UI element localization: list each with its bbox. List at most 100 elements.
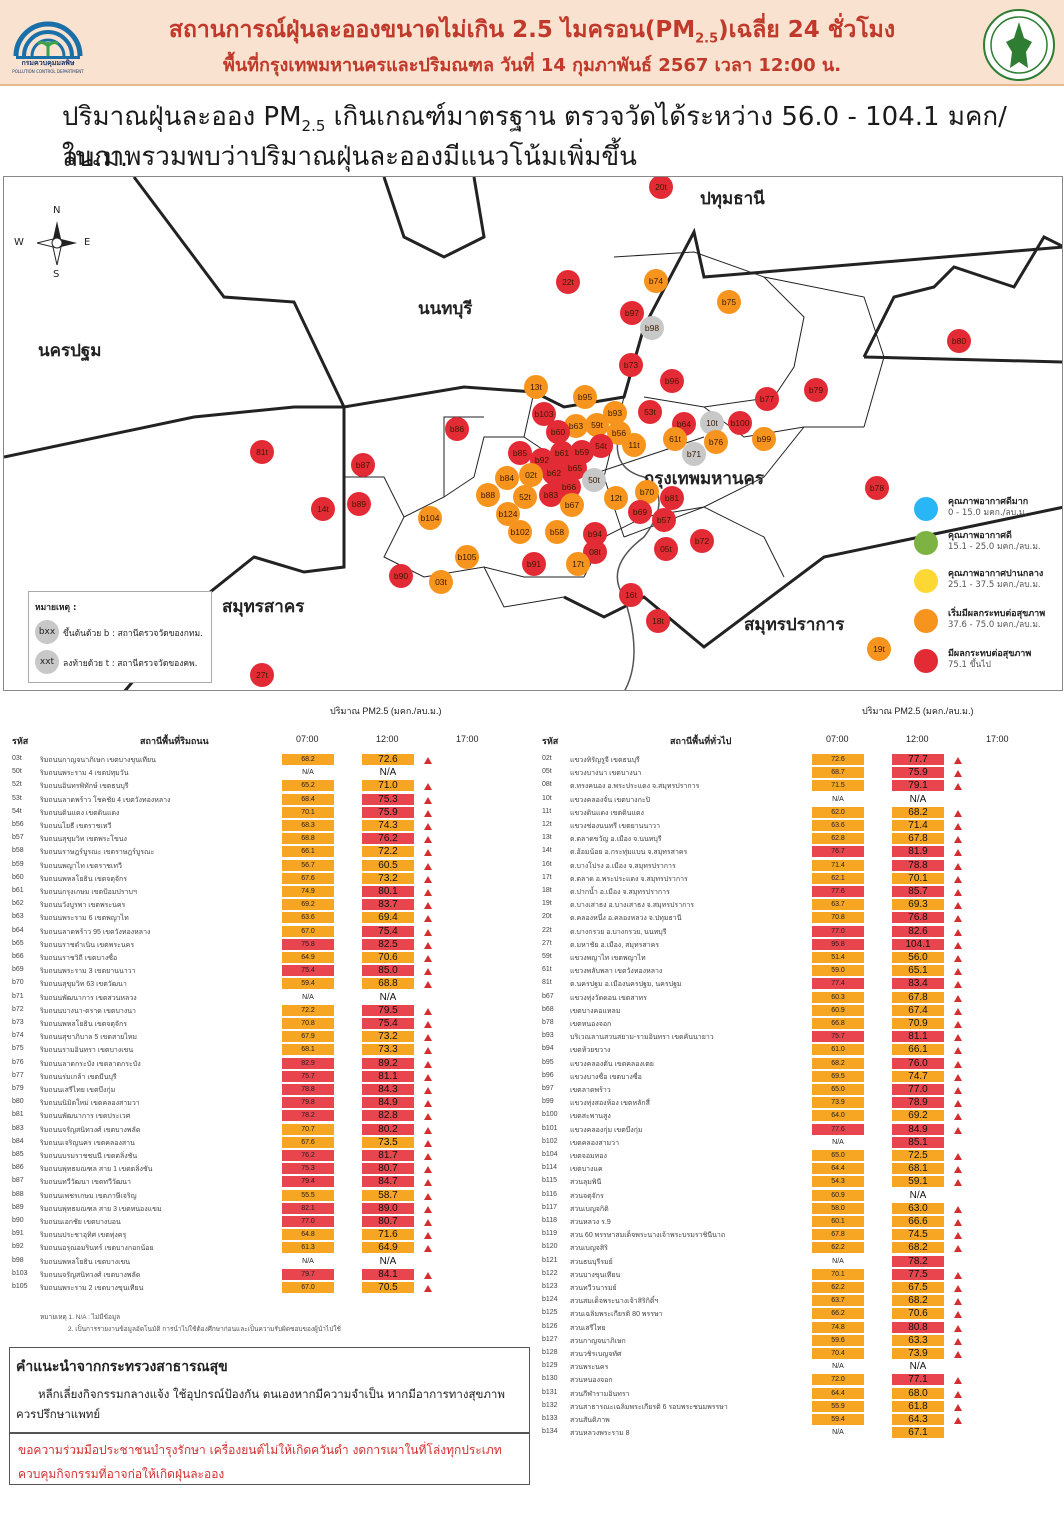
- trend-up-icon: [424, 1219, 432, 1226]
- value-1200: 81.1: [362, 1070, 414, 1082]
- summary-line-2: ในภาพรวมพบว่าปริมาณฝุ่นละอองมีแนวโน้มเพิ…: [62, 142, 637, 172]
- table-row: b72 ริมถนนบางนา-ตราด เขตบางนา 72.2 79.5: [10, 1004, 470, 1017]
- station-code: b92: [12, 1243, 24, 1251]
- table-row: b100 เขตสะพานสูง 64.0 69.2: [540, 1110, 1000, 1122]
- trend-up-icon: [424, 1126, 432, 1134]
- station-name: ริมถนนจรัญสนิทวงศ์ เขตบางพลัด: [40, 1126, 141, 1134]
- trend-up-icon: [954, 862, 962, 870]
- table-row: b96 แขวงบางซื่อ เขตบางซื่อ 69.5 74.7: [540, 1070, 1000, 1083]
- value-1200: 56.0: [892, 952, 944, 963]
- trend-up-icon: [954, 849, 962, 857]
- station-name: ริมถนนพัฒนาการ เขตสวนหลวง: [40, 994, 137, 1002]
- station-marker: b95: [573, 385, 597, 409]
- station-code: b77: [12, 1071, 24, 1079]
- station-code: b86: [12, 1164, 24, 1172]
- province-label: สมุทรปราการ: [744, 615, 845, 635]
- station-code: b93: [542, 1032, 554, 1040]
- station-code: b66: [12, 953, 24, 960]
- value-1200: 104.1: [892, 938, 944, 950]
- table-row: b67 แขวงทุ่งวัดดอน เขตสาทร 60.3 67.8: [540, 991, 1000, 1004]
- units-label: ปริมาณ PM2.5 (มคก./ลบ.ม.): [330, 706, 442, 716]
- value-1200: 74.3: [362, 820, 414, 831]
- value-1200: 66.1: [892, 1044, 944, 1056]
- value-0700: 70.8: [812, 912, 864, 924]
- table-row: b65 ริมถนนราชดำเนิน เขตพระนคร 75.8 82.5: [10, 938, 470, 951]
- table-row: b74 ริมถนนสุขาภิบาล 5 เขตสายไหม 67.9 73.2: [10, 1031, 470, 1043]
- value-0700: 65.2: [282, 780, 334, 792]
- value-1200: 85.1: [892, 1136, 944, 1148]
- trend-up-icon: [424, 1192, 432, 1200]
- trend-up-icon: [954, 1126, 962, 1134]
- value-1200: 68.2: [892, 1242, 944, 1254]
- station-marker: b100: [728, 411, 752, 435]
- note-bxx-text: ขึ้นต้นด้วย b : สถานีตรวจวัดของกทม.: [63, 629, 203, 639]
- value-1200: 74.5: [892, 1229, 944, 1241]
- value-1200: 72.2: [362, 846, 414, 858]
- value-1200: 82.5: [362, 938, 414, 950]
- health-advice-box: คำแนะนำจากกระทรวงสาธารณสุข หลีกเลี่ยงกิจ…: [9, 1347, 530, 1433]
- trend-up-icon: [954, 1179, 962, 1187]
- station-code: b59: [12, 860, 24, 868]
- value-0700: 66.8: [812, 1018, 864, 1029]
- value-0700: 64.8: [282, 1229, 334, 1241]
- value-1200: 58.7: [362, 1189, 414, 1201]
- station-name: ต.คลองหนึ่ง อ.คลองหลวง จ.ปทุมธานี: [570, 915, 682, 923]
- value-0700: 78.2: [282, 1110, 334, 1122]
- value-1200: 78.9: [892, 1097, 944, 1109]
- station-code: b115: [542, 1177, 558, 1185]
- province-label: ปทุมธานี: [700, 189, 765, 209]
- table-row: b97 เขตลาดพร้าว 65.0 77.0: [540, 1084, 1000, 1096]
- value-0700: 75.7: [282, 1070, 334, 1082]
- trend-up-icon: [424, 1007, 432, 1015]
- station-name: ริมถนนพหลโยธิน เขตจตุจักร: [40, 875, 128, 883]
- station-code: b87: [12, 1177, 24, 1185]
- station-marker: 53t: [638, 400, 662, 424]
- table-row: b75 ริมถนนรามอินทรา เขตบางเขน 68.1 73.3: [10, 1044, 470, 1056]
- station-name: เขตห้วยขวาง: [570, 1047, 611, 1055]
- value-1200: 82.6: [892, 925, 944, 937]
- value-1200: 70.9: [892, 1018, 944, 1029]
- trend-up-icon: [954, 1205, 962, 1213]
- value-0700: 70.7: [282, 1123, 334, 1135]
- trend-up-icon: [424, 889, 432, 896]
- value-0700: 66.1: [282, 846, 334, 858]
- trend-up-icon: [954, 955, 962, 962]
- value-1200: 79.5: [362, 1004, 414, 1016]
- station-code: b134: [542, 1428, 558, 1436]
- station-name: แขวงบางซื่อ เขตบางซื่อ: [570, 1073, 642, 1081]
- station-code: 11t: [542, 807, 552, 815]
- trend-up-icon: [424, 941, 432, 949]
- station-code: b81: [12, 1111, 24, 1119]
- trend-up-icon: [954, 1047, 962, 1055]
- table-row: b78 เขตหนองจอก 66.8 70.9: [540, 1018, 1000, 1030]
- note-xxt-marker: xxt: [35, 650, 59, 674]
- station-marker: 03t: [429, 570, 453, 594]
- station-name: แขวงทุ่งวัดดอน เขตสาทร: [570, 994, 647, 1002]
- trend-up-icon: [424, 955, 432, 962]
- station-name: ต.บางกรวย อ.บางกรวย, นนทบุรี: [570, 928, 667, 936]
- station-name: ต.ปากน้ำ อ.เมือง จ.สมุทรปราการ: [570, 889, 670, 896]
- station-code: b133: [542, 1415, 558, 1422]
- station-name: สวนสมเด็จพระนางเจ้าสิริกิติ์ฯ: [570, 1298, 659, 1306]
- trend-up-icon: [424, 823, 432, 830]
- value-1200: 72.6: [362, 754, 414, 765]
- value-0700: N/A: [302, 993, 314, 1001]
- trend-up-icon: [424, 1271, 432, 1279]
- value-1200: 80.7: [362, 1163, 414, 1175]
- value-1200: 77.1: [892, 1374, 944, 1386]
- station-name: ริมถนนราษฎร์บูรณะ เขตราษฎร์บูรณะ: [40, 849, 155, 857]
- value-1200: 73.5: [362, 1136, 414, 1148]
- station-name: สวนสาธารณะเฉลิมพระเกียรติ 6 รอบพระชนมพรร…: [570, 1403, 728, 1411]
- value-1200: 71.6: [362, 1229, 414, 1241]
- legend-swatch: [914, 649, 938, 673]
- trend-up-icon: [954, 1311, 962, 1319]
- station-code: b116: [542, 1190, 558, 1198]
- value-0700: N/A: [832, 1138, 844, 1146]
- station-name: แขวงคลองจั่น เขตบางกะปิ: [570, 796, 651, 804]
- province-label: นครปฐม: [38, 341, 102, 361]
- station-name: สวนเฉลิมพระเกียรติ 80 พรรษา: [570, 1311, 663, 1319]
- value-1200: 61.8: [892, 1400, 944, 1412]
- station-name: สวนจตุจักร: [570, 1192, 604, 1200]
- station-name: แขวงคลองตัน เขตคลองเตย: [570, 1060, 654, 1068]
- table-row: b81 ริมถนนพัฒนาการ เขตประเวศ 78.2 82.8: [10, 1110, 470, 1122]
